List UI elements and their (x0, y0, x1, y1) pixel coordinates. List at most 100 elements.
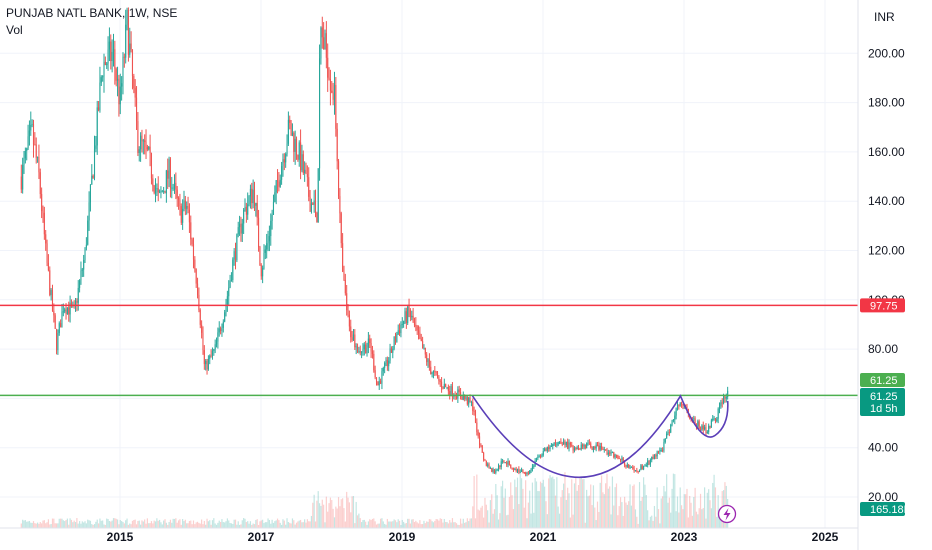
volume-bar (286, 518, 288, 528)
volume-bar (123, 523, 125, 528)
volume-bar (295, 522, 298, 528)
volume-bar (457, 524, 459, 528)
candle-body (405, 311, 407, 323)
volume-bar (51, 518, 54, 528)
volume-bar (127, 524, 130, 528)
candle-body (552, 444, 554, 447)
volume-bar (592, 485, 595, 528)
candle-body (512, 467, 514, 470)
candle-body (601, 446, 603, 449)
volume-bar (344, 521, 346, 528)
candle-body (249, 188, 251, 197)
candle-body (576, 447, 578, 450)
volume-bar (129, 523, 131, 528)
volume-bar (576, 490, 578, 528)
volume-bar (93, 524, 96, 528)
candle-body (481, 445, 483, 453)
candle-body (146, 147, 148, 150)
lightning-icon[interactable] (717, 504, 737, 524)
volume-bar (207, 521, 209, 528)
candle-body (207, 358, 209, 370)
candle-body (565, 441, 567, 446)
candle-body (197, 283, 199, 295)
candle-body (542, 451, 544, 456)
candle-body (697, 421, 699, 427)
volume-bar (209, 520, 211, 528)
time-axis: 2015 2017 2019 2021 2023 2025 (0, 527, 858, 544)
candle-body (713, 418, 715, 420)
volume-bar (397, 519, 399, 528)
candle-body (351, 337, 353, 341)
volume-bar (226, 518, 228, 528)
volume-bar (636, 516, 638, 528)
candle-body (34, 144, 36, 146)
last-price-tag[interactable]: 61.25 (860, 373, 905, 387)
volume-bar (539, 481, 542, 528)
candle-body (65, 309, 67, 314)
candle-body (339, 196, 341, 214)
volume-bar (66, 518, 68, 528)
volume-bar (366, 524, 368, 528)
currency-label[interactable]: INR (874, 10, 895, 24)
volume-bar (693, 497, 695, 528)
volume-bar (202, 524, 204, 528)
volume-bar (613, 505, 615, 528)
volume-bar (587, 496, 589, 528)
volume-bar (243, 518, 245, 528)
candle-body (361, 351, 363, 353)
volume-value-tag[interactable]: 165.18M (860, 502, 913, 516)
volume-bar (522, 488, 524, 528)
candle-body (637, 471, 639, 473)
volume-bar (283, 520, 285, 528)
volume-bar (409, 523, 412, 528)
volume-bar (377, 523, 379, 528)
candle-body (502, 460, 504, 462)
volume-bar (158, 519, 161, 528)
volume-indicator-label[interactable]: Vol (6, 23, 23, 37)
cup-and-handle-curve[interactable] (471, 394, 729, 478)
volume-bar (675, 511, 677, 528)
candle-body (598, 445, 600, 450)
x-tick-label: 2015 (107, 530, 134, 544)
candle-body (56, 328, 58, 351)
volume-bar (523, 507, 525, 528)
volume-bar (481, 505, 483, 528)
volume-bar (666, 474, 668, 528)
candle-body (138, 149, 140, 153)
volume-bar (445, 521, 447, 528)
candle-body (144, 140, 146, 143)
volume-bar (626, 504, 628, 528)
volume-bar (352, 496, 355, 528)
volume-bar (256, 519, 258, 528)
resistance-price-tag[interactable]: 97.75 (860, 298, 905, 313)
candle-body (43, 212, 45, 235)
volume-bar (542, 479, 544, 528)
volume-bar (549, 475, 551, 528)
candle-body (522, 469, 524, 473)
volume-bar (274, 521, 276, 528)
candle-body (31, 124, 33, 125)
volume-bar (382, 521, 384, 528)
candle-body (83, 260, 85, 270)
volume-bar (350, 512, 352, 528)
volume-bar (495, 483, 497, 528)
candle-body (134, 87, 136, 98)
candle-body (251, 188, 253, 204)
candle-body (676, 404, 679, 409)
candle-body (371, 351, 373, 354)
volume-bar (710, 508, 712, 528)
volume-bar (91, 524, 93, 528)
y-tick-label: 200.00 (868, 46, 905, 60)
candle-body (203, 350, 205, 365)
symbol-title[interactable]: PUNJAB NATL BANK, 1W, NSE (6, 6, 178, 20)
candle-body (571, 444, 573, 446)
volume-bar (168, 522, 170, 528)
candle-body (167, 170, 169, 179)
volume-bar (268, 520, 271, 528)
candle-body (195, 268, 197, 284)
volume-bar (308, 521, 310, 528)
volume-bar (609, 486, 611, 528)
volume-bar (110, 521, 112, 528)
